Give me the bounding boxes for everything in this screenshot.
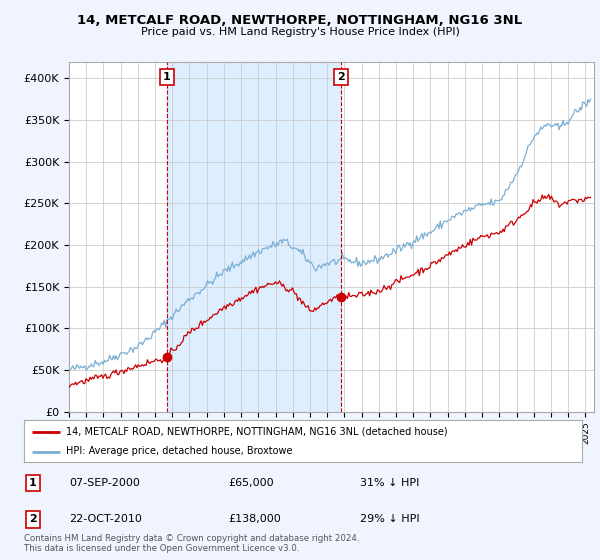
Text: £138,000: £138,000 bbox=[228, 515, 281, 524]
Text: 1: 1 bbox=[163, 72, 171, 82]
Text: 2: 2 bbox=[29, 515, 37, 524]
Text: 29% ↓ HPI: 29% ↓ HPI bbox=[360, 515, 419, 524]
Text: 07-SEP-2000: 07-SEP-2000 bbox=[69, 478, 140, 488]
Text: £65,000: £65,000 bbox=[228, 478, 274, 488]
Text: 31% ↓ HPI: 31% ↓ HPI bbox=[360, 478, 419, 488]
Text: HPI: Average price, detached house, Broxtowe: HPI: Average price, detached house, Brox… bbox=[66, 446, 292, 456]
Text: 1: 1 bbox=[29, 478, 37, 488]
Text: 14, METCALF ROAD, NEWTHORPE, NOTTINGHAM, NG16 3NL: 14, METCALF ROAD, NEWTHORPE, NOTTINGHAM,… bbox=[77, 14, 523, 27]
Bar bbox=[167, 62, 341, 412]
Text: Price paid vs. HM Land Registry's House Price Index (HPI): Price paid vs. HM Land Registry's House … bbox=[140, 27, 460, 37]
Text: 2: 2 bbox=[337, 72, 345, 82]
Text: 22-OCT-2010: 22-OCT-2010 bbox=[69, 515, 142, 524]
Text: Contains HM Land Registry data © Crown copyright and database right 2024.
This d: Contains HM Land Registry data © Crown c… bbox=[24, 534, 359, 553]
Text: 14, METCALF ROAD, NEWTHORPE, NOTTINGHAM, NG16 3NL (detached house): 14, METCALF ROAD, NEWTHORPE, NOTTINGHAM,… bbox=[66, 427, 448, 437]
